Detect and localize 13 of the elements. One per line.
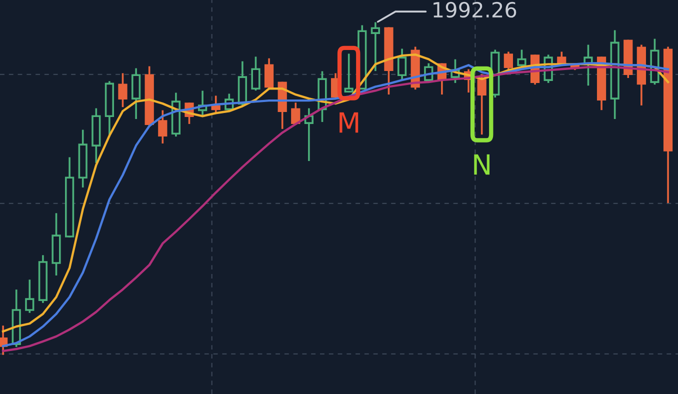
annotation: M <box>340 112 358 133</box>
candlestick <box>78 130 88 188</box>
text: 1992.26 <box>434 2 516 18</box>
candlestick <box>370 22 380 72</box>
annotation: N <box>474 154 490 175</box>
candlestick <box>38 255 48 303</box>
candlestick <box>131 68 141 120</box>
candlestick <box>52 213 61 276</box>
candlestick <box>104 81 114 137</box>
candlestick <box>610 30 620 120</box>
candlestick <box>211 96 220 112</box>
candlestick <box>663 46 673 204</box>
candlestick <box>158 110 168 144</box>
